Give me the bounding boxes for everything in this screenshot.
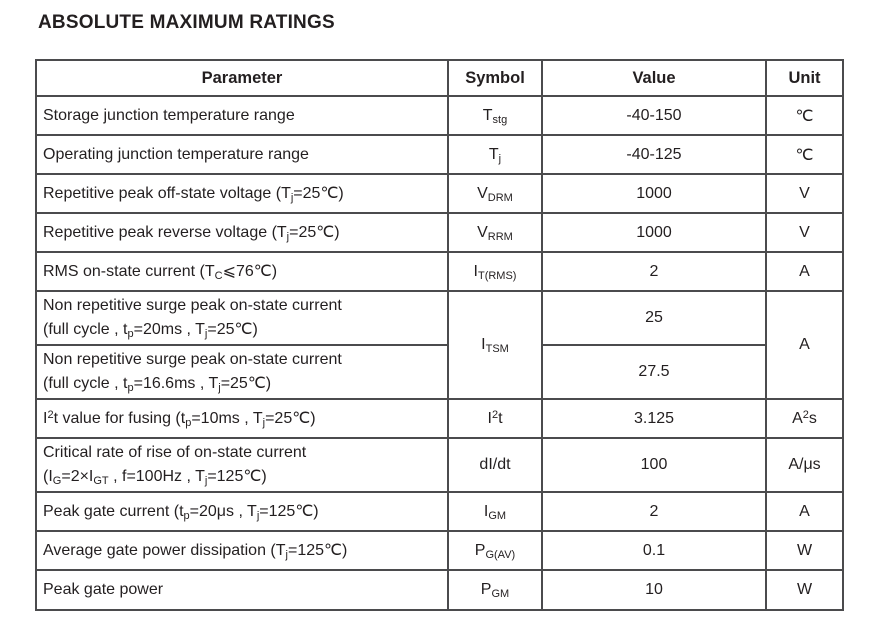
value-cell: 2 xyxy=(541,251,767,292)
value-cell: 2 xyxy=(541,491,767,532)
param-cell: Non repetitive surge peak on-state curre… xyxy=(35,290,449,346)
param-cell: Average gate power dissipation (Tj=125℃) xyxy=(35,530,449,571)
unit-cell: A xyxy=(765,290,844,400)
param-cell: RMS on-state current (TC⩽76℃) xyxy=(35,251,449,292)
unit-cell: A xyxy=(765,251,844,292)
table-row: I2t value for fusing (tp=10ms , Tj=25℃) … xyxy=(35,398,844,439)
symbol-cell: Tstg xyxy=(447,95,543,136)
unit-cell: ℃ xyxy=(765,95,844,136)
unit-cell: W xyxy=(765,530,844,571)
table-row: Average gate power dissipation (Tj=125℃)… xyxy=(35,530,844,571)
symbol-cell: PGM xyxy=(447,569,543,611)
symbol-cell: dI/dt xyxy=(447,437,543,493)
table-row: Peak gate power PGM 10 W xyxy=(35,569,844,611)
param-cell: I2t value for fusing (tp=10ms , Tj=25℃) xyxy=(35,398,449,439)
param-cell: Repetitive peak off-state voltage (Tj=25… xyxy=(35,173,449,214)
param-cell: Repetitive peak reverse voltage (Tj=25℃) xyxy=(35,212,449,253)
table-row: Operating junction temperature range Tj … xyxy=(35,134,844,175)
column-header-value: Value xyxy=(541,59,767,97)
value-cell: -40-150 xyxy=(541,95,767,136)
column-header-parameter: Parameter xyxy=(35,59,449,97)
value-cell: 25 xyxy=(541,290,767,346)
unit-cell: A xyxy=(765,491,844,532)
table-row: Storage junction temperature range Tstg … xyxy=(35,95,844,136)
value-cell: 0.1 xyxy=(541,530,767,571)
table-row: Repetitive peak off-state voltage (Tj=25… xyxy=(35,173,844,214)
symbol-cell: VDRM xyxy=(447,173,543,214)
column-header-symbol: Symbol xyxy=(447,59,543,97)
param-cell: Peak gate power xyxy=(35,569,449,611)
table-row: Repetitive peak reverse voltage (Tj=25℃)… xyxy=(35,212,844,253)
value-cell: 10 xyxy=(541,569,767,611)
param-cell: Storage junction temperature range xyxy=(35,95,449,136)
unit-cell: A/μs xyxy=(765,437,844,493)
symbol-cell: PG(AV) xyxy=(447,530,543,571)
value-cell: 3.125 xyxy=(541,398,767,439)
param-cell: Peak gate current (tp=20μs , Tj=125℃) xyxy=(35,491,449,532)
unit-cell: V xyxy=(765,212,844,253)
unit-cell: ℃ xyxy=(765,134,844,175)
symbol-cell: I2t xyxy=(447,398,543,439)
table-row: Peak gate current (tp=20μs , Tj=125℃) IG… xyxy=(35,491,844,532)
table-row: Non repetitive surge peak on-state curre… xyxy=(35,344,843,400)
value-cell: 100 xyxy=(541,437,767,493)
absolute-maximum-ratings-table: Parameter Symbol Value Unit Storage junc… xyxy=(35,59,844,611)
table-row: Critical rate of rise of on-state curren… xyxy=(35,437,844,493)
param-cell: Critical rate of rise of on-state curren… xyxy=(35,437,449,493)
symbol-cell: IT(RMS) xyxy=(447,251,543,292)
unit-cell: W xyxy=(765,569,844,611)
value-cell: -40-125 xyxy=(541,134,767,175)
table-row: RMS on-state current (TC⩽76℃) IT(RMS) 2 … xyxy=(35,251,844,292)
page-title: ABSOLUTE MAXIMUM RATINGS xyxy=(38,12,335,33)
table-header-row: Parameter Symbol Value Unit xyxy=(35,59,844,97)
symbol-cell: ITSM xyxy=(447,290,543,400)
symbol-cell: Tj xyxy=(447,134,543,175)
value-cell: 27.5 xyxy=(541,344,767,400)
symbol-cell: IGM xyxy=(447,491,543,532)
param-cell: Operating junction temperature range xyxy=(35,134,449,175)
value-cell: 1000 xyxy=(541,212,767,253)
unit-cell: V xyxy=(765,173,844,214)
value-cell: 1000 xyxy=(541,173,767,214)
table-row: Non repetitive surge peak on-state curre… xyxy=(35,290,844,400)
symbol-cell: VRRM xyxy=(447,212,543,253)
column-header-unit: Unit xyxy=(765,59,844,97)
unit-cell: A2s xyxy=(765,398,844,439)
param-cell: Non repetitive surge peak on-state curre… xyxy=(35,344,449,400)
